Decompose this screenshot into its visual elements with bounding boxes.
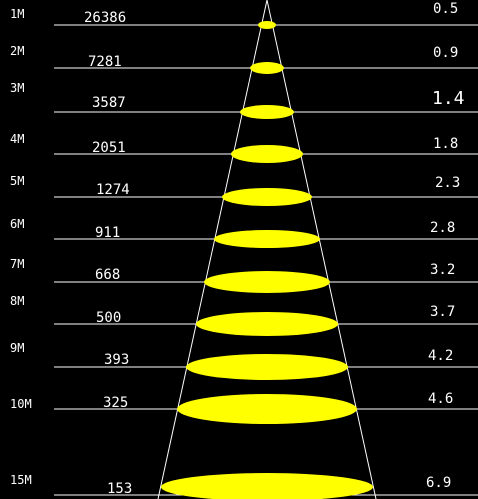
beam-diameter-value: 4.2	[428, 348, 453, 364]
beam-diameter-value: 0.5	[433, 1, 458, 17]
light-spot	[204, 271, 330, 293]
lux-value: 911	[95, 225, 120, 241]
beam-diameter-value: 4.6	[428, 391, 453, 407]
lux-value: 3587	[92, 95, 126, 111]
light-spot	[222, 188, 312, 206]
lux-value: 325	[103, 395, 128, 411]
distance-label: 7M	[10, 257, 24, 271]
beam-cone	[157, 0, 377, 499]
light-spot	[231, 145, 303, 163]
beam-diameter-value: 0.9	[433, 45, 458, 61]
distance-row: 5M 1274 2.3	[10, 174, 478, 206]
lux-value: 500	[96, 310, 121, 326]
distance-row: 1M 26386 0.5	[10, 1, 478, 29]
distance-row: 4M 2051 1.8	[10, 132, 478, 163]
light-spot	[161, 473, 373, 499]
lux-value: 7281	[88, 54, 122, 70]
distance-row: 2M 7281 0.9	[10, 44, 478, 74]
lux-value: 26386	[84, 10, 126, 26]
beam-diameter-value: 3.7	[430, 304, 455, 320]
distance-label: 8M	[10, 294, 24, 308]
beam-diameter-value: 1.8	[433, 136, 458, 152]
light-spot	[258, 21, 276, 29]
lux-value: 393	[104, 352, 129, 368]
distance-row: 7M 668 3.2	[10, 257, 478, 293]
lux-value: 153	[107, 481, 132, 497]
distance-row: 8M 500 3.7	[10, 294, 478, 336]
cone-right-edge	[266, 0, 377, 499]
distance-row: 10M 325 4.6	[10, 391, 478, 424]
distance-rows: 1M 26386 0.5 2M 7281 0.9 3M 3587 1.4 4M 2051 1.8 5M 1…	[10, 1, 478, 499]
distance-row: 15M 153 6.9	[10, 473, 478, 499]
light-spot	[240, 105, 294, 119]
distance-label: 4M	[10, 132, 24, 146]
distance-label: 3M	[10, 81, 24, 95]
lux-value: 668	[95, 267, 120, 283]
distance-label: 10M	[10, 397, 32, 411]
distance-row: 6M 911 2.8	[10, 217, 478, 248]
distance-label: 2M	[10, 44, 24, 58]
cone-left-edge	[157, 0, 268, 499]
light-spot	[177, 394, 357, 424]
beam-diameter-value: 6.9	[426, 475, 451, 491]
distance-row: 9M 393 4.2	[10, 341, 478, 380]
beam-diameter-value: 2.8	[430, 220, 455, 236]
beam-diameter-value: 3.2	[430, 262, 455, 278]
beam-diameter-value: 1.4	[432, 88, 465, 109]
light-spot	[196, 312, 338, 336]
distance-label: 5M	[10, 174, 24, 188]
light-spot	[250, 62, 284, 74]
distance-label: 15M	[10, 473, 32, 487]
light-spot	[186, 354, 348, 380]
distance-label: 9M	[10, 341, 24, 355]
lux-value: 2051	[92, 140, 126, 156]
light-spot	[214, 230, 320, 248]
lux-value: 1274	[96, 182, 130, 198]
beam-diameter-value: 2.3	[435, 175, 460, 191]
distance-label: 1M	[10, 7, 24, 21]
distance-row: 3M 3587 1.4	[10, 81, 478, 119]
distance-label: 6M	[10, 217, 24, 231]
